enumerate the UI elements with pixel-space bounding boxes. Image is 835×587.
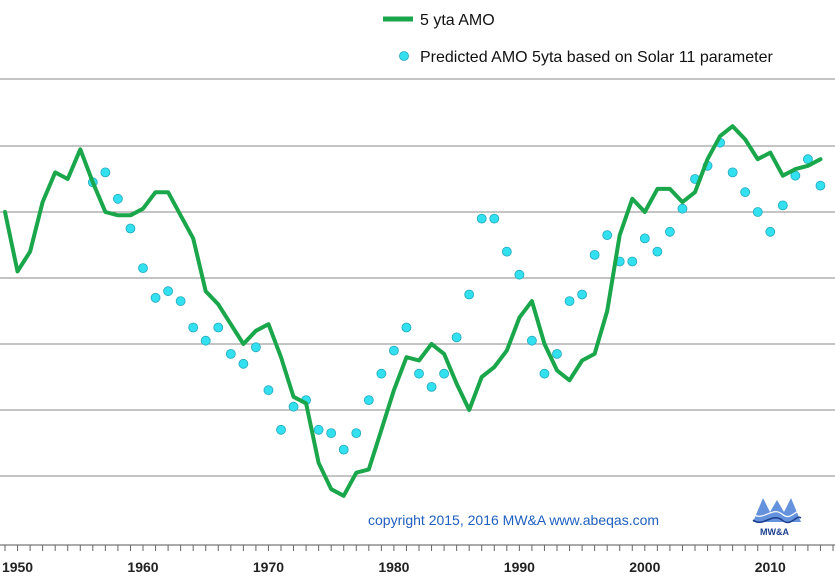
amo-5yta-series (3, 124, 823, 498)
predicted-point (100, 167, 111, 178)
predicted-point (627, 256, 638, 267)
predicted-point (740, 187, 751, 198)
predicted-point (276, 424, 286, 435)
predicted-point (326, 428, 337, 439)
x-tick-label: 2010 (755, 559, 786, 575)
mwa-logo: MW&A (752, 498, 802, 537)
x-tick-label: 1950 (2, 559, 33, 575)
predicted-point (514, 269, 525, 280)
predicted-point (451, 332, 462, 343)
predicted-point (476, 213, 487, 224)
predicted-point (552, 348, 562, 359)
predicted-point (527, 335, 537, 346)
predicted-point (150, 292, 161, 303)
legend-swatch-predicted-dot (399, 51, 409, 61)
predicted-point (677, 203, 688, 214)
predicted-point (376, 368, 387, 379)
predicted-point (225, 348, 236, 359)
predicted-point (652, 246, 663, 257)
predicted-point (288, 401, 299, 412)
predicted-point (113, 193, 123, 204)
predicted-point (163, 286, 173, 297)
x-tick-label: 1970 (253, 559, 284, 575)
predicted-point (213, 322, 224, 333)
amo-line (3, 124, 823, 498)
predicted-point (351, 428, 362, 439)
predicted-point (263, 385, 274, 396)
predicted-point (639, 233, 650, 244)
copyright-annotation: copyright 2015, 2016 MW&A www.abeqas.com (368, 512, 659, 528)
predicted-point (238, 358, 249, 369)
predicted-point (338, 444, 349, 455)
gridlines (0, 78, 835, 477)
predicted-point (489, 213, 500, 224)
x-axis: 1950 1960 1970 1980 1990 2000 2010 (0, 544, 835, 575)
predicted-amo-series (87, 137, 826, 455)
legend-label-amo: 5 yta AMO (420, 12, 495, 29)
predicted-point (313, 424, 324, 435)
predicted-point (363, 395, 374, 406)
predicted-point (589, 249, 600, 260)
predicted-point (464, 289, 475, 300)
logo-text: MW&A (760, 527, 789, 537)
predicted-point (665, 226, 675, 237)
predicted-point (727, 167, 738, 178)
x-tick-label: 1990 (504, 559, 535, 575)
predicted-point (752, 207, 763, 217)
predicted-point (539, 368, 550, 379)
predicted-point (138, 263, 148, 274)
x-tick-label: 2000 (629, 559, 660, 575)
predicted-point (251, 342, 261, 353)
x-tick-label: 1960 (127, 559, 158, 575)
predicted-point (188, 322, 199, 333)
predicted-point (401, 322, 412, 333)
predicted-point (765, 226, 776, 237)
predicted-point (501, 246, 512, 257)
predicted-point (564, 296, 575, 307)
predicted-point (577, 289, 587, 300)
predicted-point (125, 223, 136, 234)
predicted-point (200, 335, 211, 346)
predicted-point (389, 345, 399, 356)
legend-label-predicted: Predicted AMO 5yta based on Solar 11 par… (420, 49, 773, 66)
predicted-point (815, 180, 826, 191)
predicted-point (414, 368, 424, 379)
predicted-point (777, 200, 788, 211)
predicted-point (175, 296, 186, 307)
x-tick-label: 1980 (378, 559, 409, 575)
legend: 5 yta AMO Predicted AMO 5yta based on So… (383, 12, 773, 66)
predicted-point (426, 381, 437, 392)
predicted-point (439, 368, 449, 379)
predicted-point (602, 230, 613, 241)
